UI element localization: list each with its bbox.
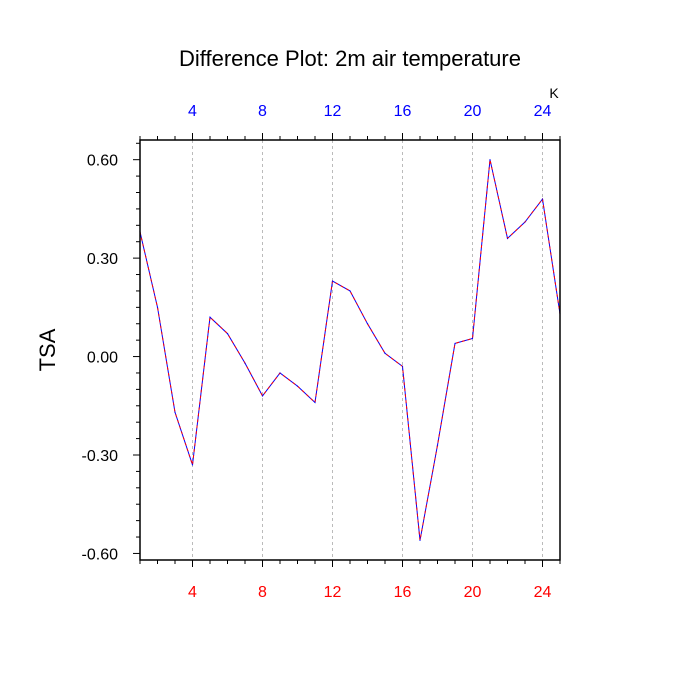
y-tick-label: 0.30 [87, 251, 118, 268]
x-tick-label-top: 24 [534, 103, 552, 120]
series-line-dashed [139, 159, 561, 541]
x-tick-label-bottom: 24 [534, 584, 552, 601]
data-point [489, 159, 491, 161]
data-point [506, 237, 509, 240]
data-point [156, 306, 159, 308]
data-point [314, 401, 316, 404]
x-tick-label-top: 4 [188, 103, 197, 120]
series-layer [139, 159, 561, 541]
y-tick-label: 0.00 [87, 350, 118, 367]
data-point [384, 352, 386, 354]
x-tick-label-top: 12 [324, 103, 342, 120]
data-point [524, 221, 526, 223]
x-tick-label-bottom: 16 [394, 584, 412, 601]
data-point [191, 464, 194, 466]
data-point [296, 385, 299, 387]
x-tick-label-bottom: 20 [464, 584, 482, 601]
chart-title: Difference Plot: 2m air temperature [179, 46, 521, 71]
data-point [401, 365, 404, 368]
data-point [366, 323, 369, 325]
x-ticks-top: 4 8 12 16 20 24 [139, 103, 561, 140]
data-point [279, 372, 281, 374]
x-tick-label-bottom: 12 [324, 584, 342, 601]
data-point [244, 362, 246, 364]
x-tick-label-top: 16 [394, 103, 412, 120]
x-tick-label-bottom: 4 [188, 584, 197, 601]
data-point [541, 198, 544, 200]
y-tick-label: -0.30 [82, 448, 119, 465]
y-tick-label: -0.60 [82, 546, 119, 563]
x-tick-label-top: 20 [464, 103, 482, 120]
data-point [419, 539, 421, 541]
x-tick-label-bottom: 8 [258, 584, 267, 601]
data-point [454, 342, 456, 345]
plot-frame [139, 139, 561, 561]
data-point [174, 411, 176, 413]
data-point [261, 395, 264, 397]
y-ticks: 0.60 0.30 0.00 -0.30 -0.60 [82, 142, 140, 563]
data-point [226, 332, 229, 335]
units-label: K [549, 85, 559, 101]
grid-lines [192, 140, 543, 560]
x-ticks-bottom: 4 8 12 16 20 24 [139, 560, 561, 601]
data-point [436, 444, 439, 446]
data-point [331, 280, 334, 282]
data-point [209, 316, 211, 318]
y-axis-label: TSA [35, 328, 60, 371]
x-tick-label-top: 8 [258, 103, 267, 120]
data-point [471, 337, 474, 340]
data-point [349, 290, 351, 292]
series-line [139, 159, 561, 541]
y-tick-label: 0.60 [87, 153, 118, 170]
